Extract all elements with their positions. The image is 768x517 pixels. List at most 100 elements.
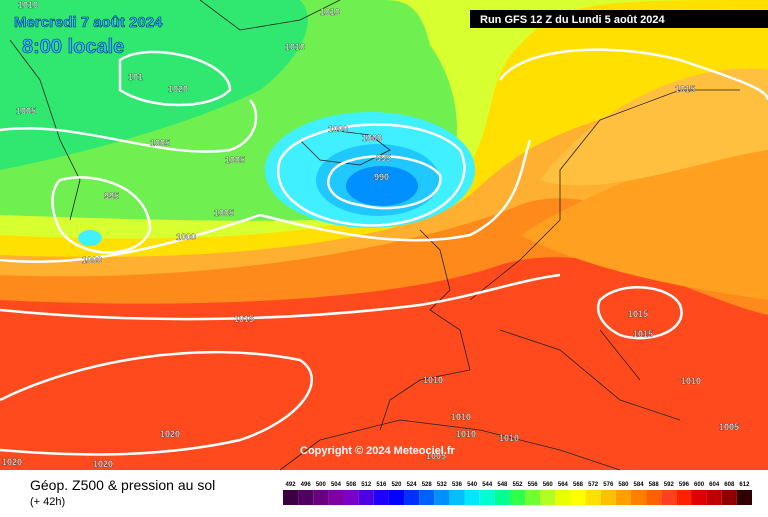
coast-europe (379, 89, 740, 431)
legend-label: 524 (407, 482, 418, 488)
run-info: Run GFS 12 Z du Lundi 5 août 2024 (480, 14, 665, 26)
isobar-label: 1020 (2, 457, 22, 467)
legend-label: 508 (346, 482, 357, 488)
low-west (78, 230, 102, 246)
legend-swatch (449, 490, 465, 505)
footer-title: Géop. Z500 & pression au sol (30, 477, 215, 493)
isobar-label: 1015 (633, 329, 653, 339)
legend-swatch (706, 490, 722, 505)
isobar-label: 1015 (675, 84, 695, 94)
legend-label: 564 (558, 482, 569, 488)
legend-swatch (283, 490, 299, 505)
isobar (118, 50, 232, 107)
legend-label: 592 (664, 482, 675, 488)
legend-label: 580 (618, 482, 629, 488)
isobar (596, 286, 683, 340)
legend-swatch (419, 490, 435, 505)
legend-swatch (328, 490, 344, 505)
legend-label: 516 (376, 482, 387, 488)
isobar-label: 1000 (362, 133, 382, 143)
isobar-label: 1020 (168, 84, 188, 94)
isobar (0, 273, 561, 321)
forecast-time: 8:00 locale (22, 36, 124, 58)
isobar-label: 1000 (328, 124, 348, 134)
isobar (277, 123, 466, 227)
legend-label: 604 (709, 482, 720, 488)
legend-swatch (721, 490, 737, 505)
legend-swatch (494, 490, 510, 505)
legend-swatch (434, 490, 450, 505)
isobar-label: 1015 (628, 309, 648, 319)
legend-swatch (615, 490, 631, 505)
isobar-label: 1005 (225, 155, 245, 165)
field-scandinavia (540, 68, 768, 186)
legend-swatch (373, 490, 389, 505)
legend-swatch (570, 490, 586, 505)
legend-swatch (540, 490, 556, 505)
isobar-label: 1010 (18, 0, 38, 10)
legend-swatch (661, 490, 677, 505)
legend-swatch (479, 490, 495, 505)
legend-swatch (358, 490, 374, 505)
legend-label: 532 (437, 482, 448, 488)
color-legend: 492 496 500 504 508 512 516 520 524 528 532 536 540 5… (283, 482, 752, 505)
legend-label: 496 (301, 482, 312, 488)
legend-label: 560 (543, 482, 554, 488)
legend-swatch (298, 490, 314, 505)
legend-label: 512 (361, 482, 372, 488)
isobar-label: 1010 (499, 433, 519, 443)
legend-label: 544 (482, 482, 493, 488)
legend-swatch (313, 490, 329, 505)
isobar (498, 48, 768, 101)
legend-swatch (464, 490, 480, 505)
legend-label: 576 (603, 482, 614, 488)
coast-africa (279, 419, 621, 471)
legend-label: 492 (286, 482, 297, 488)
isobar-label: 1010 (423, 375, 443, 385)
isobar-label: 990 (374, 172, 389, 182)
legend-label: 608 (724, 482, 735, 488)
legend-swatch (388, 490, 405, 505)
isobar (0, 350, 313, 456)
legend-label: 528 (422, 482, 433, 488)
legend-swatch (585, 490, 601, 505)
legend-swatch (404, 490, 420, 505)
low-core (346, 166, 418, 206)
legend-swatch (600, 490, 616, 505)
isobar-labels: 1010 1010 1010 101 1020 1005 1005 1005 1000 1000 9… (2, 0, 739, 469)
copyright: Copyright © 2024 Meteociel.fr (300, 445, 456, 457)
legend-label: 548 (497, 482, 508, 488)
isobar-label: 995 (104, 191, 119, 201)
legend-label: 588 (649, 482, 660, 488)
legend-label: 612 (739, 482, 750, 488)
legend-swatch (343, 490, 359, 505)
forecast-date: Mercredi 7 août 2024 (14, 14, 163, 31)
map-field (0, 0, 768, 470)
isobar-label: 1000 (176, 232, 196, 242)
legend-label: 596 (679, 482, 690, 488)
isobar-label: 1010 (681, 376, 701, 386)
isobar-label: 101 (128, 72, 143, 82)
legend-label: 556 (528, 482, 539, 488)
isobar-label: 995 (376, 153, 391, 163)
legend-label: 584 (634, 482, 645, 488)
run-box (470, 10, 768, 28)
legend-label: 552 (512, 482, 523, 488)
isobar-label: 1010 (285, 42, 305, 52)
isobar-label: 1010 (320, 7, 340, 17)
legend-swatch (630, 490, 647, 505)
coast-greenland (9, 0, 341, 221)
isobar-label: 1005 (16, 106, 36, 116)
isobar-label: 1005 (150, 138, 170, 148)
legend-label: 536 (452, 482, 463, 488)
legend-swatch (646, 490, 662, 505)
legend-swatch (736, 490, 752, 505)
legend-label: 568 (573, 482, 584, 488)
field-dark-green (0, 0, 308, 170)
footer-lead: (+ 42h) (30, 496, 65, 508)
isobar-label: 1020 (93, 459, 113, 469)
legend-label: 520 (391, 482, 402, 488)
isobar (51, 176, 152, 254)
isobar-label: 1005 (214, 208, 234, 218)
